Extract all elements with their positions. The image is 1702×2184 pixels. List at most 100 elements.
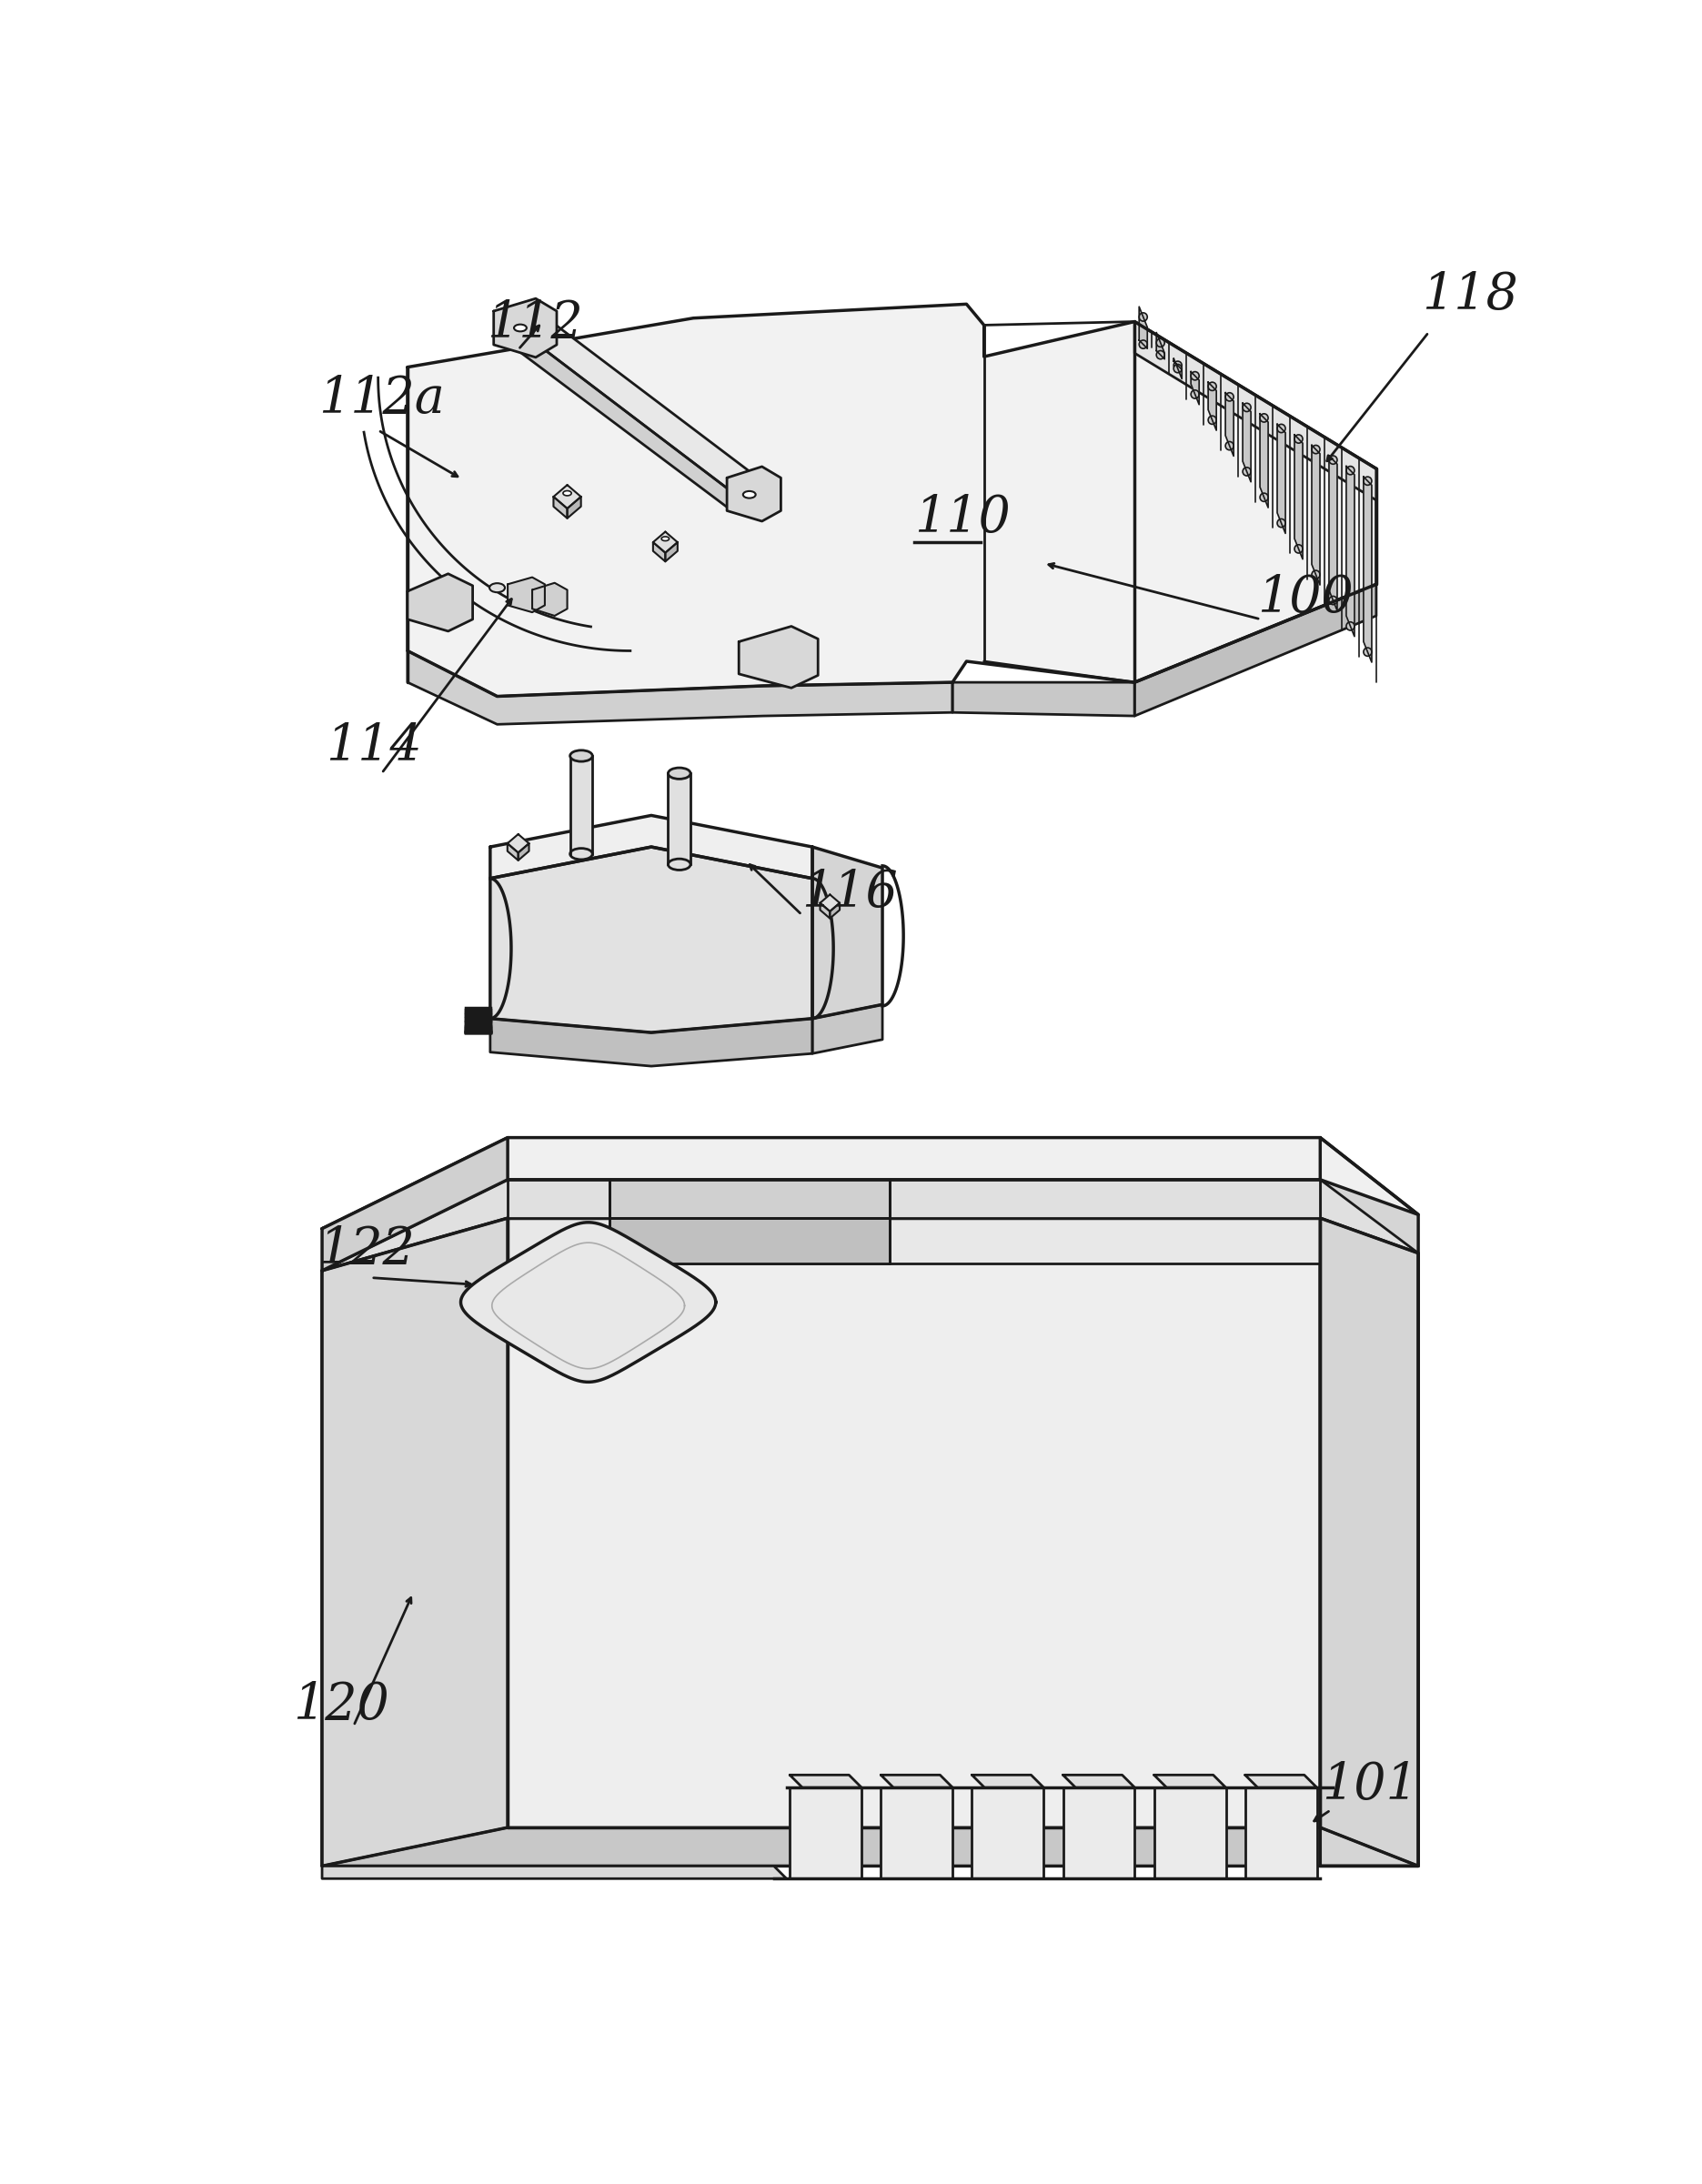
Polygon shape (972, 1787, 1043, 1878)
Polygon shape (407, 651, 953, 725)
Text: 114: 114 (325, 721, 422, 771)
Polygon shape (890, 1179, 1321, 1219)
Polygon shape (1174, 358, 1181, 378)
Ellipse shape (1329, 596, 1338, 605)
Text: 112a: 112a (318, 373, 444, 424)
Polygon shape (1154, 1787, 1225, 1878)
Polygon shape (507, 577, 545, 612)
Ellipse shape (1295, 544, 1302, 553)
Polygon shape (669, 773, 691, 865)
Ellipse shape (1312, 446, 1321, 454)
Polygon shape (517, 328, 732, 511)
Polygon shape (507, 843, 517, 860)
Ellipse shape (1242, 467, 1251, 476)
Polygon shape (490, 847, 812, 1033)
Polygon shape (609, 1179, 890, 1219)
Polygon shape (1312, 446, 1321, 585)
Ellipse shape (662, 537, 669, 542)
Polygon shape (1225, 393, 1234, 456)
Ellipse shape (669, 769, 691, 780)
Polygon shape (654, 542, 665, 561)
Polygon shape (461, 1223, 717, 1382)
Text: 116: 116 (802, 867, 899, 917)
Polygon shape (517, 317, 759, 491)
Polygon shape (567, 496, 580, 518)
Ellipse shape (744, 491, 756, 498)
Polygon shape (739, 627, 819, 688)
Polygon shape (1246, 1787, 1317, 1878)
Ellipse shape (1191, 391, 1200, 397)
Polygon shape (1156, 332, 1164, 358)
Text: 122: 122 (318, 1225, 415, 1275)
Ellipse shape (1208, 382, 1217, 391)
Polygon shape (727, 467, 781, 522)
Polygon shape (1321, 1138, 1418, 1865)
Polygon shape (790, 1787, 861, 1878)
Text: 101: 101 (1322, 1760, 1418, 1811)
Polygon shape (553, 485, 580, 509)
Polygon shape (972, 1776, 1043, 1787)
Ellipse shape (1363, 649, 1372, 655)
Ellipse shape (1295, 435, 1302, 443)
Text: 100: 100 (1258, 574, 1353, 622)
Ellipse shape (1225, 441, 1234, 450)
Text: 118: 118 (1421, 271, 1518, 321)
Polygon shape (407, 304, 1377, 697)
Polygon shape (1191, 371, 1200, 404)
Ellipse shape (563, 491, 572, 496)
Polygon shape (507, 1219, 1321, 1828)
Polygon shape (953, 681, 1135, 716)
Polygon shape (490, 1018, 812, 1066)
Polygon shape (831, 902, 839, 917)
Polygon shape (322, 1828, 1418, 1865)
Ellipse shape (1208, 415, 1217, 424)
Polygon shape (1208, 382, 1217, 430)
Ellipse shape (1276, 424, 1285, 432)
Polygon shape (507, 1179, 609, 1219)
Ellipse shape (1329, 456, 1338, 465)
Polygon shape (322, 1138, 507, 1271)
Polygon shape (665, 542, 677, 561)
Ellipse shape (1346, 465, 1355, 474)
Polygon shape (533, 583, 567, 616)
Ellipse shape (1312, 570, 1321, 579)
Polygon shape (1295, 435, 1302, 559)
Polygon shape (1064, 1776, 1135, 1787)
Polygon shape (1135, 321, 1377, 500)
Ellipse shape (1191, 371, 1200, 380)
Polygon shape (1154, 1776, 1225, 1787)
Polygon shape (1246, 1776, 1317, 1787)
Text: 110: 110 (914, 494, 1011, 542)
Ellipse shape (1346, 622, 1355, 631)
Ellipse shape (1139, 341, 1147, 349)
Ellipse shape (1276, 520, 1285, 526)
Polygon shape (490, 815, 812, 878)
Ellipse shape (1156, 339, 1164, 347)
Polygon shape (609, 1219, 890, 1265)
Ellipse shape (570, 751, 592, 762)
Ellipse shape (1225, 393, 1234, 402)
Ellipse shape (1174, 360, 1181, 369)
Polygon shape (1329, 456, 1338, 612)
Ellipse shape (1156, 352, 1164, 358)
Polygon shape (1321, 1219, 1418, 1865)
Polygon shape (322, 1865, 786, 1878)
Ellipse shape (1174, 365, 1181, 373)
Ellipse shape (1259, 494, 1268, 502)
Polygon shape (812, 1005, 882, 1053)
Ellipse shape (1139, 312, 1147, 321)
Polygon shape (570, 756, 592, 854)
Polygon shape (494, 299, 557, 358)
Ellipse shape (669, 858, 691, 869)
Polygon shape (820, 902, 831, 917)
Polygon shape (322, 1138, 1418, 1230)
Polygon shape (322, 1219, 507, 1865)
Polygon shape (1064, 1787, 1135, 1878)
Ellipse shape (1242, 404, 1251, 411)
Ellipse shape (1259, 413, 1268, 422)
Polygon shape (882, 1787, 953, 1878)
Ellipse shape (1363, 476, 1372, 485)
Text: 120: 120 (293, 1679, 388, 1730)
Text: 112: 112 (487, 299, 582, 349)
Polygon shape (882, 1776, 953, 1787)
